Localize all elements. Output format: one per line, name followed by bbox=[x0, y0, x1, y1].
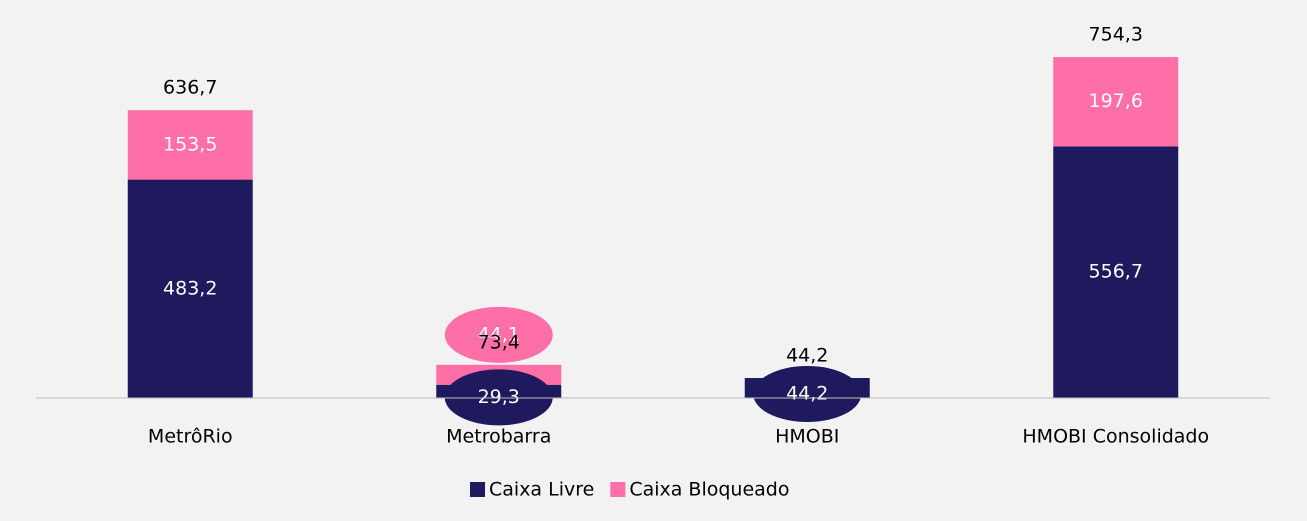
total-label: 754,3 bbox=[1089, 24, 1143, 46]
label-callout bbox=[444, 306, 553, 363]
legend-swatch bbox=[610, 482, 626, 497]
bar-segment bbox=[1053, 57, 1179, 147]
bar-segment bbox=[127, 110, 253, 180]
legend-swatch bbox=[470, 482, 485, 497]
data-label: 483,2 bbox=[163, 277, 217, 299]
total-label: 636,7 bbox=[163, 77, 217, 99]
data-label: 29,3 bbox=[478, 386, 520, 408]
total-label: 73,4 bbox=[478, 331, 520, 353]
x-tick-label: HMOBI bbox=[775, 426, 839, 448]
bar-segment bbox=[127, 179, 253, 398]
data-label: 44,2 bbox=[786, 383, 828, 405]
x-tick-label: MetrôRio bbox=[148, 426, 233, 448]
legend-label: Caixa Livre bbox=[489, 479, 594, 501]
legend-label: Caixa Bloqueado bbox=[629, 479, 789, 501]
data-label: 556,7 bbox=[1089, 261, 1143, 283]
data-label: 44,1 bbox=[478, 323, 520, 345]
x-tick-label: Metrobarra bbox=[446, 426, 551, 448]
bar-segment bbox=[1053, 146, 1179, 398]
total-label: 44,2 bbox=[786, 345, 828, 367]
data-label: 153,5 bbox=[163, 133, 217, 155]
label-callout bbox=[444, 369, 553, 426]
x-tick-label: HMOBI Consolidado bbox=[1022, 426, 1209, 448]
data-label: 197,6 bbox=[1089, 90, 1143, 112]
label-callout bbox=[753, 366, 862, 423]
